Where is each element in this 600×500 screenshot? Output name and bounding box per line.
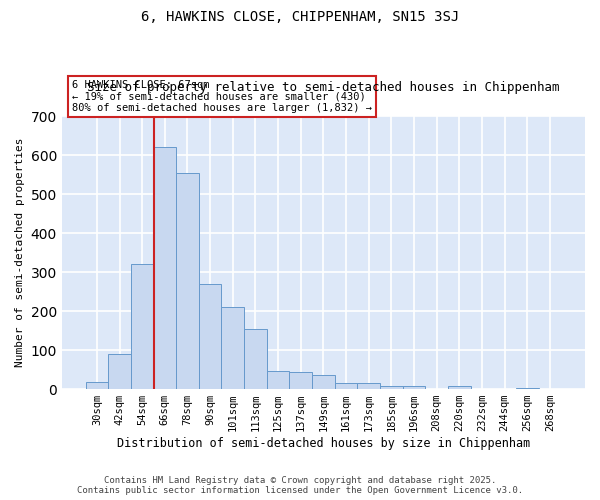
Bar [516, 388, 539, 389]
Bar [176, 172, 199, 389]
Bar [199, 284, 221, 389]
Bar [289, 372, 312, 389]
Text: 6 HAWKINS CLOSE: 67sqm
← 19% of semi-detached houses are smaller (430)
80% of se: 6 HAWKINS CLOSE: 67sqm ← 19% of semi-det… [72, 80, 372, 114]
Bar [244, 328, 267, 389]
Bar [267, 371, 289, 389]
Title: Size of property relative to semi-detached houses in Chippenham: Size of property relative to semi-detach… [87, 81, 560, 94]
Bar [403, 386, 425, 389]
Bar [154, 148, 176, 389]
Bar [131, 264, 154, 389]
Bar [312, 374, 335, 389]
X-axis label: Distribution of semi-detached houses by size in Chippenham: Distribution of semi-detached houses by … [117, 437, 530, 450]
Bar [448, 386, 470, 389]
Bar [335, 383, 358, 389]
Bar [221, 307, 244, 389]
Bar [86, 382, 108, 389]
Y-axis label: Number of semi-detached properties: Number of semi-detached properties [15, 138, 25, 368]
Bar [108, 354, 131, 389]
Text: Contains HM Land Registry data © Crown copyright and database right 2025.
Contai: Contains HM Land Registry data © Crown c… [77, 476, 523, 495]
Bar [380, 386, 403, 389]
Bar [358, 383, 380, 389]
Text: 6, HAWKINS CLOSE, CHIPPENHAM, SN15 3SJ: 6, HAWKINS CLOSE, CHIPPENHAM, SN15 3SJ [141, 10, 459, 24]
